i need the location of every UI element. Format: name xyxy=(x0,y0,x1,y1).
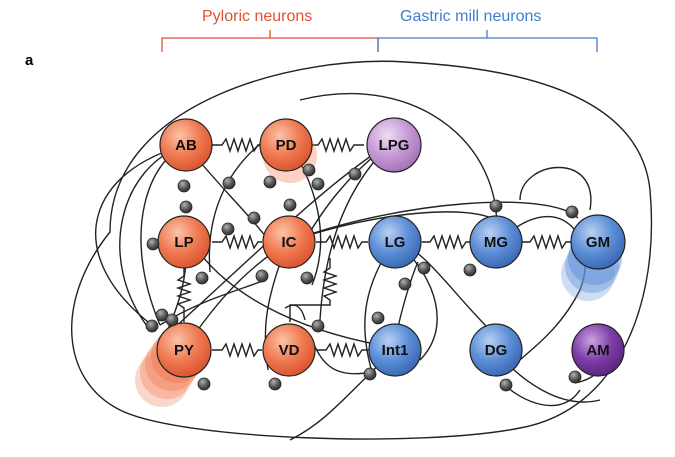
neuron-ab: AB xyxy=(159,118,213,172)
pd-lpg-gap-junction xyxy=(308,136,364,154)
neuron-gm: GM xyxy=(570,214,626,270)
neuron-py-label: PY xyxy=(174,342,194,359)
pyloric-bracket xyxy=(161,30,379,52)
neuron-lp: LP xyxy=(157,215,211,269)
neuron-gm-label: GM xyxy=(586,234,610,251)
panel-letter: a xyxy=(25,52,34,69)
lp-ic-gap-junction xyxy=(212,233,262,251)
neuron-py: PY xyxy=(156,322,212,378)
neuron-ic-label: IC xyxy=(282,234,297,251)
ic-vd-gap-junction xyxy=(289,258,339,322)
neuron-pd: PD xyxy=(259,118,313,172)
electrical-synapses xyxy=(175,136,572,359)
neuron-ab-label: AB xyxy=(175,137,197,154)
neuron-ic: IC xyxy=(262,215,316,269)
neuron-int1-label: Int1 xyxy=(382,342,409,359)
neuron-am: AM xyxy=(571,323,625,377)
neuron-am-label: AM xyxy=(586,342,609,359)
neuron-lpg-label: LPG xyxy=(379,137,410,154)
neuron-dg-label: DG xyxy=(485,342,508,359)
py-vd-gap-junction xyxy=(212,341,262,359)
neuron-lpg: LPG xyxy=(366,117,422,173)
neuron-lp-label: LP xyxy=(174,234,193,251)
neuron-mg: MG xyxy=(469,215,523,269)
neuron-pd-label: PD xyxy=(276,137,297,154)
ic-lg-gap-junction xyxy=(316,233,368,251)
ab-pd-gap-junction xyxy=(212,136,262,154)
lg-mg-gap-junction xyxy=(422,233,470,251)
neuron-dg: DG xyxy=(469,323,523,377)
gastric-bracket xyxy=(377,30,598,52)
neuron-mg-label: MG xyxy=(484,234,508,251)
inhibitory-synapses xyxy=(145,163,582,392)
pyloric-group-label: Pyloric neurons xyxy=(202,8,313,25)
neuron-lg-label: LG xyxy=(385,234,406,251)
neuron-lg: LG xyxy=(368,215,422,269)
vd-int1-gap-junction xyxy=(316,341,370,359)
neuron-vd-label: VD xyxy=(279,342,300,359)
lp-py-gap-junction xyxy=(175,268,193,322)
mg-gm-gap-junction xyxy=(522,233,572,251)
neuron-int1: Int1 xyxy=(368,323,422,377)
neuron-vd: VD xyxy=(262,323,316,377)
gastric-group-label: Gastric mill neurons xyxy=(400,8,542,25)
